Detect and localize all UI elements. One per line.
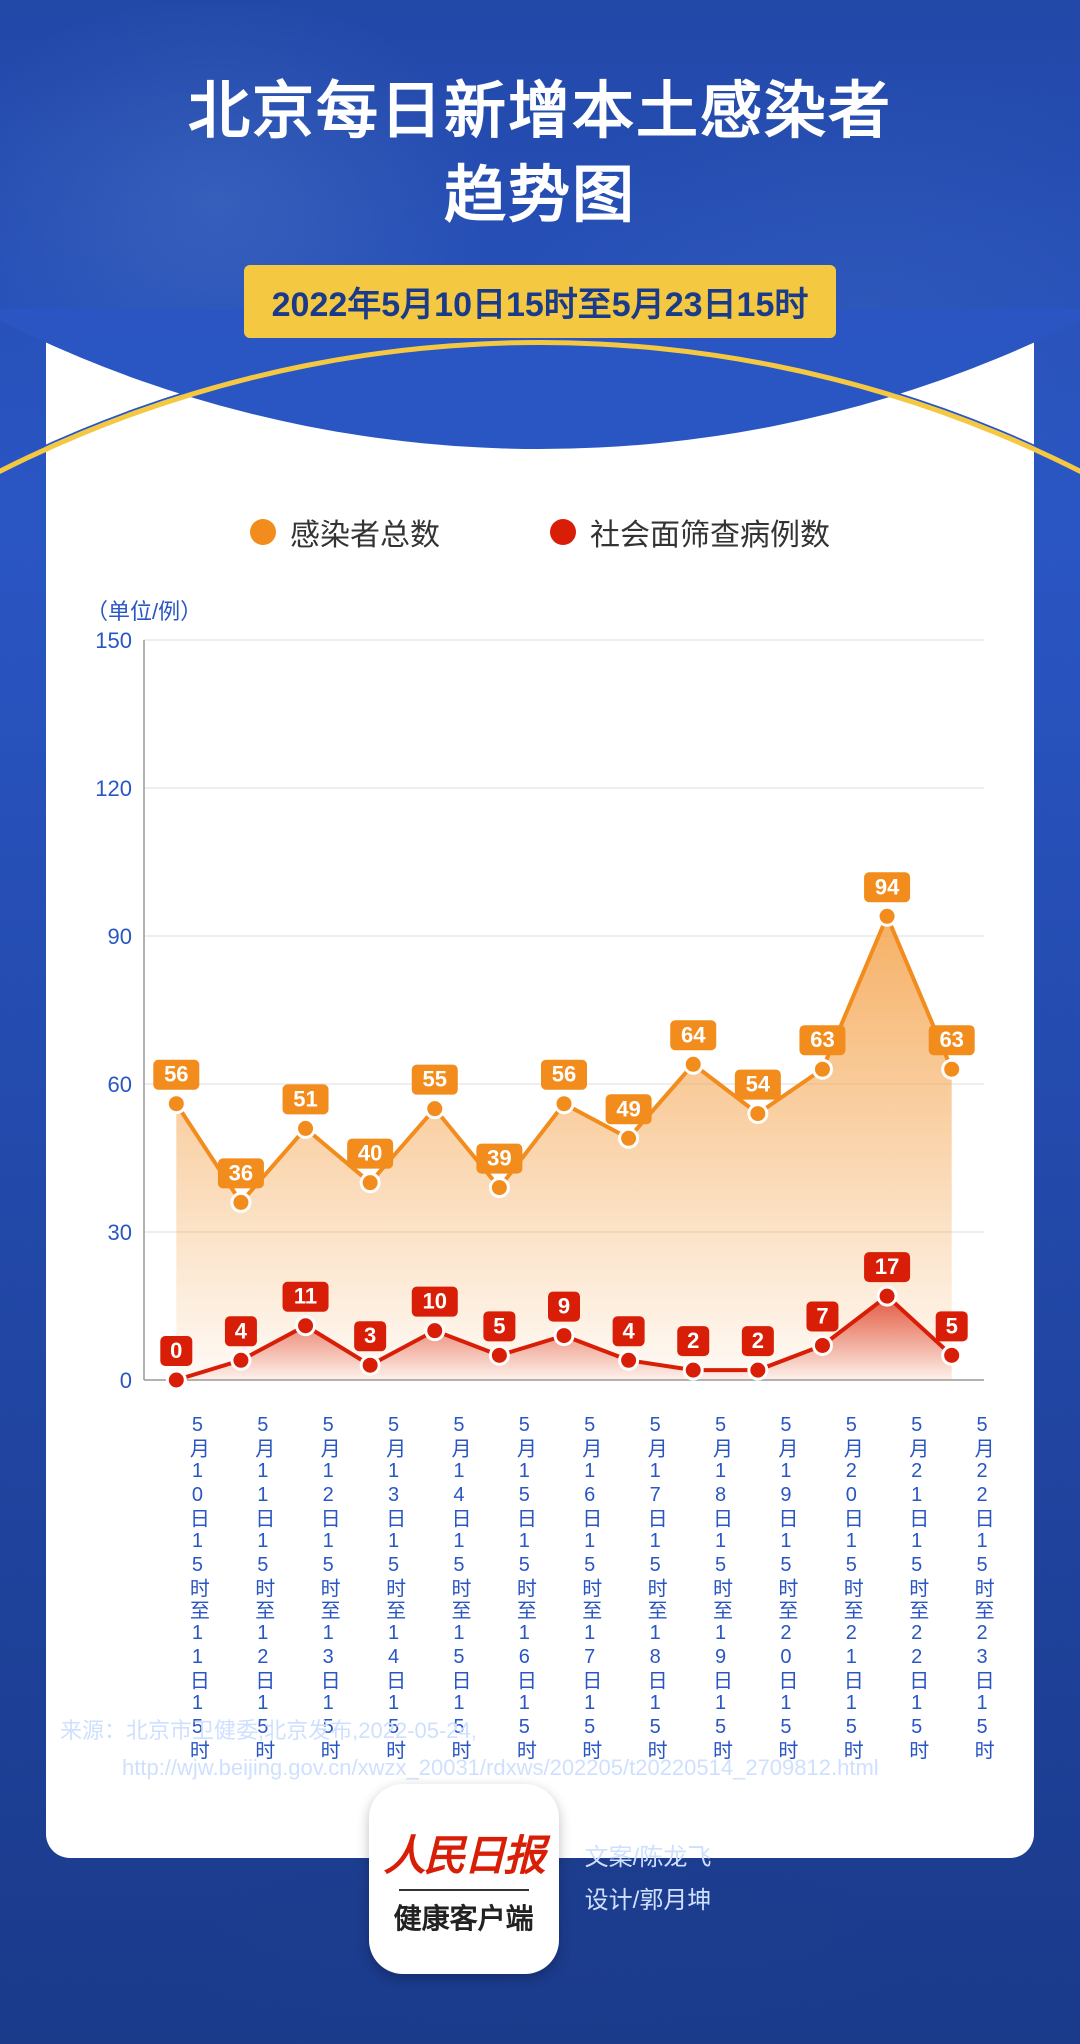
svg-text:17: 17 bbox=[875, 1254, 899, 1279]
svg-text:11: 11 bbox=[294, 1284, 317, 1309]
svg-text:56: 56 bbox=[552, 1062, 576, 1087]
svg-text:64: 64 bbox=[681, 1022, 706, 1047]
svg-text:63: 63 bbox=[810, 1027, 834, 1052]
svg-text:3: 3 bbox=[364, 1323, 376, 1348]
y-axis-unit: （单位/例） bbox=[86, 594, 994, 626]
header: 北京每日新增本土感染者 趋势图 2022年5月10日15时至5月23日15时 bbox=[0, 0, 1080, 338]
svg-text:94: 94 bbox=[875, 874, 900, 899]
legend-item-total: 感染者总数 bbox=[250, 510, 440, 554]
legend-dot-screened bbox=[550, 519, 576, 545]
legend: 感染者总数 社会面筛查病例数 bbox=[86, 510, 994, 554]
svg-text:10: 10 bbox=[423, 1289, 447, 1314]
legend-label-total: 感染者总数 bbox=[290, 510, 440, 554]
svg-text:4: 4 bbox=[235, 1318, 248, 1343]
legend-item-screened: 社会面筛查病例数 bbox=[550, 510, 830, 554]
legend-label-screened: 社会面筛查病例数 bbox=[590, 510, 830, 554]
svg-text:40: 40 bbox=[358, 1141, 382, 1166]
app-badge-line1: 人民日报 bbox=[384, 1822, 544, 1883]
svg-text:39: 39 bbox=[487, 1146, 511, 1171]
credit-designer: 设计/郭月坤 bbox=[585, 1879, 712, 1922]
date-range-pill: 2022年5月10日15时至5月23日15时 bbox=[244, 265, 837, 338]
app-badge-line2: 健康客户端 bbox=[394, 1897, 534, 1937]
source-text-1: 北京市卫健委,北京发布,2022-05-24, bbox=[126, 1718, 477, 1743]
source-prefix: 来源： bbox=[60, 1718, 126, 1743]
credits: 文案/陈龙飞 设计/郭月坤 bbox=[585, 1836, 712, 1922]
page-title: 北京每日新增本土感染者 趋势图 bbox=[0, 70, 1080, 237]
app-badge: 人民日报 健康客户端 bbox=[369, 1784, 559, 1974]
svg-text:63: 63 bbox=[939, 1027, 963, 1052]
credit-writer: 文案/陈龙飞 bbox=[585, 1836, 712, 1879]
svg-text:9: 9 bbox=[558, 1294, 570, 1319]
svg-text:90: 90 bbox=[108, 924, 132, 949]
svg-text:56: 56 bbox=[164, 1062, 188, 1087]
svg-text:54: 54 bbox=[746, 1072, 771, 1097]
svg-text:5: 5 bbox=[493, 1313, 505, 1338]
svg-text:0: 0 bbox=[170, 1338, 182, 1363]
svg-text:5: 5 bbox=[946, 1313, 958, 1338]
svg-text:51: 51 bbox=[293, 1086, 317, 1111]
title-line2: 趋势图 bbox=[444, 161, 636, 230]
app-badge-divider bbox=[399, 1889, 529, 1891]
svg-text:60: 60 bbox=[108, 1072, 132, 1097]
svg-text:120: 120 bbox=[95, 776, 132, 801]
footer: 人民日报 健康客户端 文案/陈龙飞 设计/郭月坤 bbox=[0, 1784, 1080, 1974]
chart-svg: 0306090120150563651405539564964546394630… bbox=[86, 630, 994, 1390]
chart-area: 0306090120150563651405539564964546394630… bbox=[86, 630, 994, 1390]
legend-dot-total bbox=[250, 519, 276, 545]
svg-text:49: 49 bbox=[616, 1096, 640, 1121]
svg-text:36: 36 bbox=[229, 1160, 253, 1185]
svg-text:7: 7 bbox=[816, 1303, 828, 1328]
svg-text:55: 55 bbox=[423, 1067, 447, 1092]
chart-card: 感染者总数 社会面筛查病例数 （单位/例） 030609012015056365… bbox=[46, 310, 1034, 1858]
title-line1: 北京每日新增本土感染者 bbox=[188, 77, 892, 146]
svg-text:2: 2 bbox=[687, 1328, 699, 1353]
svg-text:30: 30 bbox=[108, 1220, 132, 1245]
svg-text:0: 0 bbox=[120, 1368, 132, 1393]
svg-text:4: 4 bbox=[622, 1318, 635, 1343]
source-citation: 来源：北京市卫健委,北京发布,2022-05-24, http://wjw.be… bbox=[60, 1712, 1020, 1787]
svg-text:2: 2 bbox=[752, 1328, 764, 1353]
source-text-2: http://wjw.beijing.gov.cn/xwzx_20031/rdx… bbox=[60, 1749, 1020, 1786]
svg-text:150: 150 bbox=[95, 628, 132, 653]
